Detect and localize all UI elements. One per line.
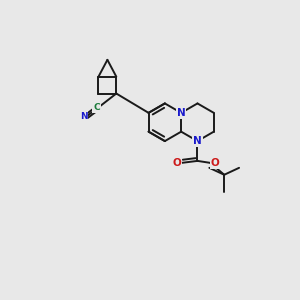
Text: N: N <box>193 136 202 146</box>
Text: N: N <box>80 112 87 121</box>
Text: N: N <box>177 108 185 118</box>
Text: O: O <box>172 158 181 168</box>
Text: C: C <box>93 103 100 112</box>
Text: O: O <box>211 158 220 168</box>
